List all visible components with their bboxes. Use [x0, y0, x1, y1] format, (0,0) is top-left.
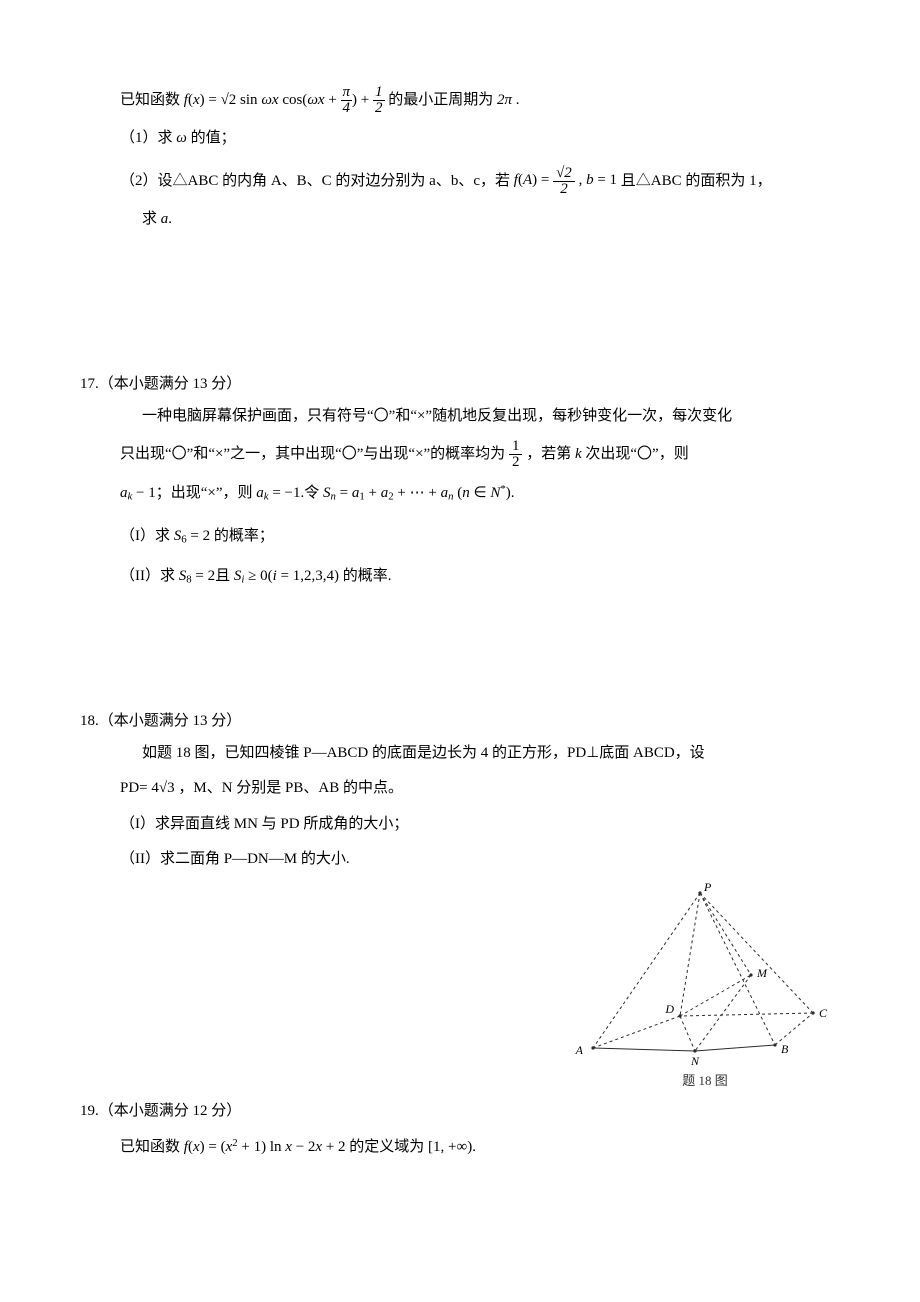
svg-text:C: C: [819, 1006, 828, 1020]
q16-line1-pre: 已知函数: [120, 92, 184, 108]
q18-fig-caption: 题 18 图: [570, 1070, 840, 1092]
q16-line1-math: f(x) = √2 sin ωx cos(ωx + π4) + 12: [184, 92, 389, 108]
q18-body-line1: 如题 18 图，已知四棱锥 P—ABCD 的底面是边长为 4 的正方形，PD⊥底…: [80, 741, 850, 767]
q18-header: 18.（本小题满分 13 分）: [80, 709, 850, 735]
q17-part2: （II）求 S8 = 2且 Si ≥ 0(i = 1,2,3,4) 的概率.: [80, 564, 850, 590]
q17-body2-pre: 只出现“〇”和“×”之一，其中出现“〇”与出现“×”的概率均为: [120, 446, 509, 462]
q19-body: 已知函数 f(x) = (x2 + 1) ln x − 2x + 2 的定义域为…: [80, 1134, 850, 1160]
q17-body-line2: 只出现“〇”和“×”之一，其中出现“〇”与出现“×”的概率均为 12 ，若第 k…: [80, 439, 850, 470]
svg-text:D: D: [664, 1002, 674, 1016]
q16-line1-post: 的最小正周期为 2π .: [388, 92, 519, 108]
q18-part2: （II）求二面角 P—DN—M 的大小.: [80, 847, 850, 873]
svg-text:P: P: [703, 883, 712, 894]
q18-figure: P A N B C D M 题 18 图: [570, 883, 840, 1092]
q17-part1: （I）求 S6 = 2 的概率；: [80, 524, 850, 550]
svg-text:M: M: [756, 966, 768, 980]
q19-header: 19.（本小题满分 12 分）: [80, 1099, 850, 1125]
q16-part1: （1）求 ω 的值；: [80, 126, 850, 152]
q16-part2: （2）设△ABC 的内角 A、B、C 的对边分别为 a、b、c，若 f(A) =…: [80, 166, 850, 197]
svg-text:A: A: [575, 1043, 584, 1057]
q18-part1: （I）求异面直线 MN 与 PD 所成角的大小；: [80, 812, 850, 838]
q17-header: 17.（本小题满分 13 分）: [80, 372, 850, 398]
q17-body-line1: 一种电脑屏幕保护画面，只有符号“〇”和“×”随机地反复出现，每秒钟变化一次，每次…: [80, 404, 850, 430]
q17-body-line3: ak − 1；出现“×”，则 ak = −1.令 Sn = a1 + a2 + …: [80, 480, 850, 506]
q18-body-line2: PD= 4√3 ，M、N 分别是 PB、AB 的中点。: [80, 776, 850, 802]
q18-figure-wrap: P A N B C D M 题 18 图: [80, 883, 850, 1093]
q18-svg: P A N B C D M: [575, 883, 835, 1068]
svg-text:N: N: [690, 1054, 700, 1068]
q16-line1: 已知函数 f(x) = √2 sin ωx cos(ωx + π4) + 12 …: [80, 85, 850, 116]
svg-text:B: B: [781, 1042, 789, 1056]
q17-body2-post: ，若第 k 次出现“〇”，则: [526, 446, 689, 462]
q16-part2-end: 求 a.: [80, 207, 850, 233]
